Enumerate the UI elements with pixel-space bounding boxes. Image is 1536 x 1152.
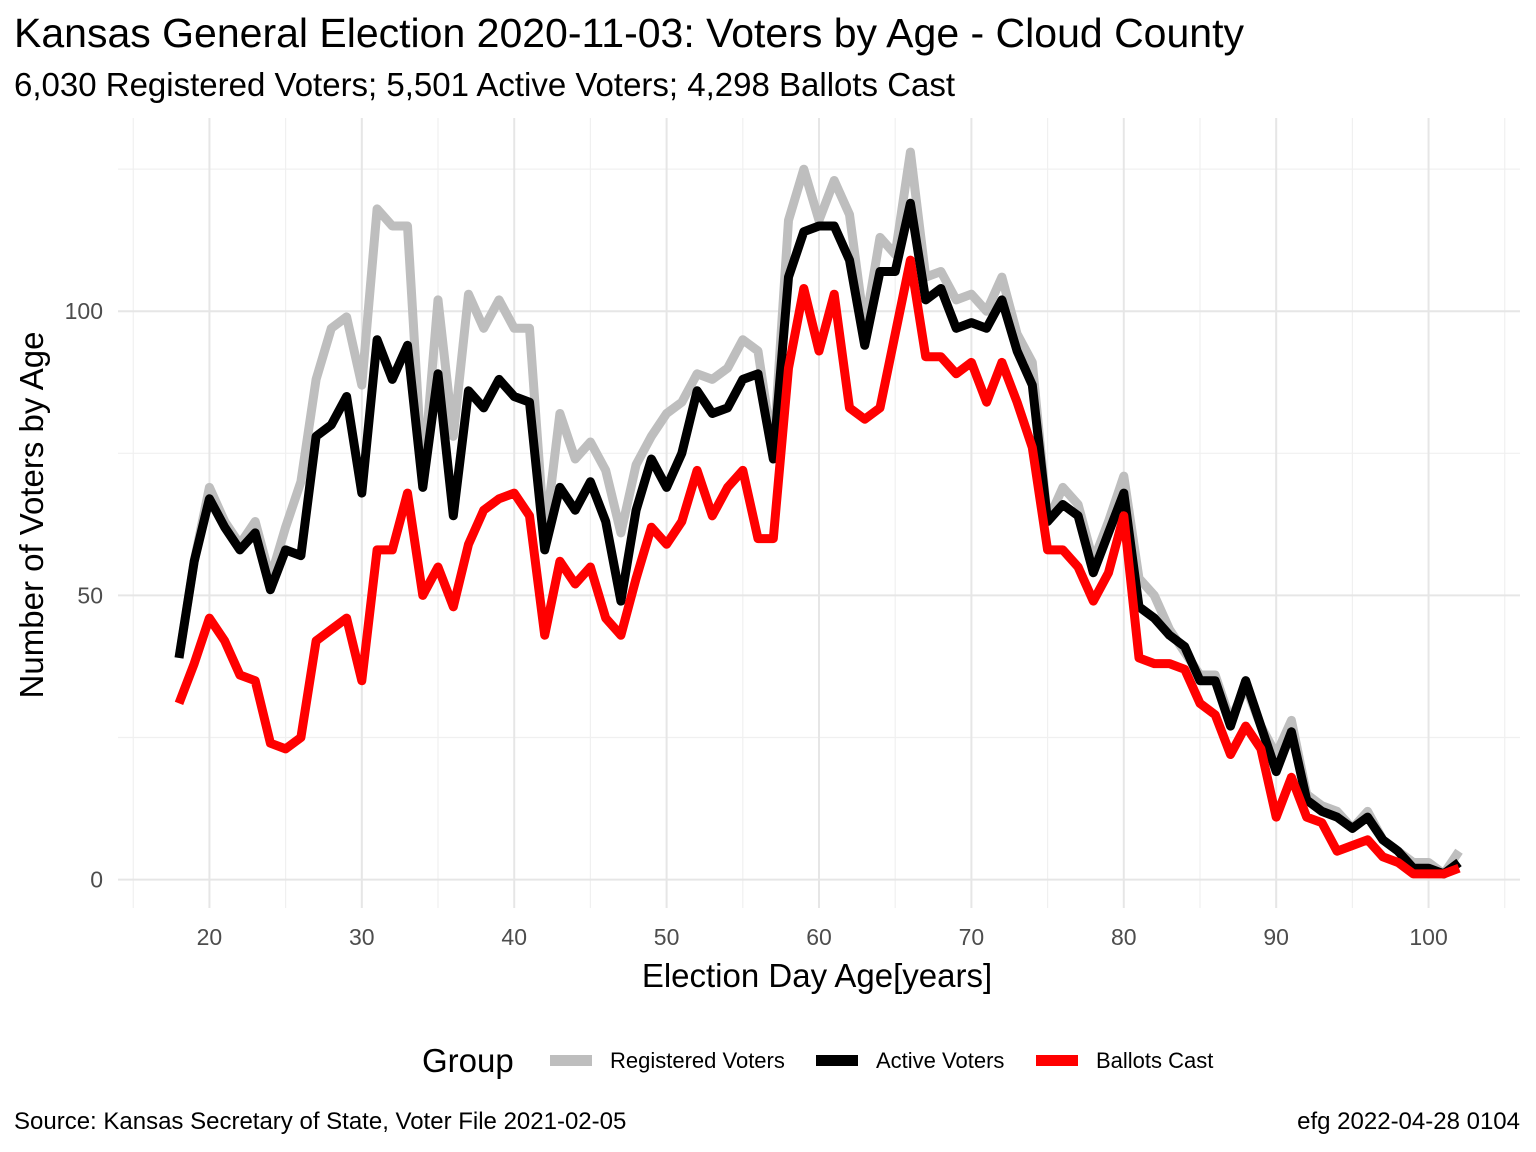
legend-key-registered-voters — [550, 1055, 592, 1066]
y-tick-label: 100 — [65, 298, 103, 324]
chart-subtitle: 6,030 Registered Voters; 5,501 Active Vo… — [14, 66, 956, 103]
x-tick-label: 20 — [197, 924, 223, 950]
line-chart: 20 30 40 50 60 70 80 90 100 0 50 100 Election Day … — [13, 118, 1520, 994]
x-tick-label: 50 — [654, 924, 680, 950]
x-tick-label: 80 — [1111, 924, 1137, 950]
author-caption: efg 2022-04-28 0104 — [1297, 1108, 1520, 1135]
chart-title: Kansas General Election 2020-11-03: Vote… — [14, 10, 1244, 56]
x-axis-label: Election Day Age[years] — [642, 957, 992, 994]
x-tick-label: 40 — [501, 924, 527, 950]
series-lines — [174, 147, 1463, 879]
series-line-ballots-cast — [174, 255, 1461, 879]
legend: Group Registered Voters Active Voters Ba… — [0, 1038, 1536, 1084]
legend-key-active-voters — [816, 1055, 858, 1066]
legend-label-ballots-cast: Ballots Cast — [1096, 1048, 1214, 1073]
source-caption: Source: Kansas Secretary of State, Voter… — [14, 1108, 627, 1135]
y-tick-label: 50 — [77, 582, 103, 608]
x-tick-label: 90 — [1263, 924, 1289, 950]
x-tick-label: 100 — [1409, 924, 1447, 950]
y-tick-label: 0 — [90, 867, 103, 893]
legend-label-active-voters: Active Voters — [876, 1048, 1005, 1073]
y-axis-label: Number of Voters by Age — [13, 332, 50, 699]
x-axis-ticks: 20 30 40 50 60 70 80 90 100 — [197, 924, 1448, 950]
y-axis-ticks: 0 50 100 — [65, 298, 103, 892]
x-tick-label: 30 — [349, 924, 375, 950]
legend-title: Group — [422, 1042, 514, 1079]
x-tick-label: 60 — [806, 924, 832, 950]
series-line-active-voters — [174, 198, 1462, 879]
x-tick-label: 70 — [959, 924, 985, 950]
legend-label-registered-voters: Registered Voters — [610, 1048, 785, 1073]
legend-key-ballots-cast — [1036, 1055, 1078, 1066]
